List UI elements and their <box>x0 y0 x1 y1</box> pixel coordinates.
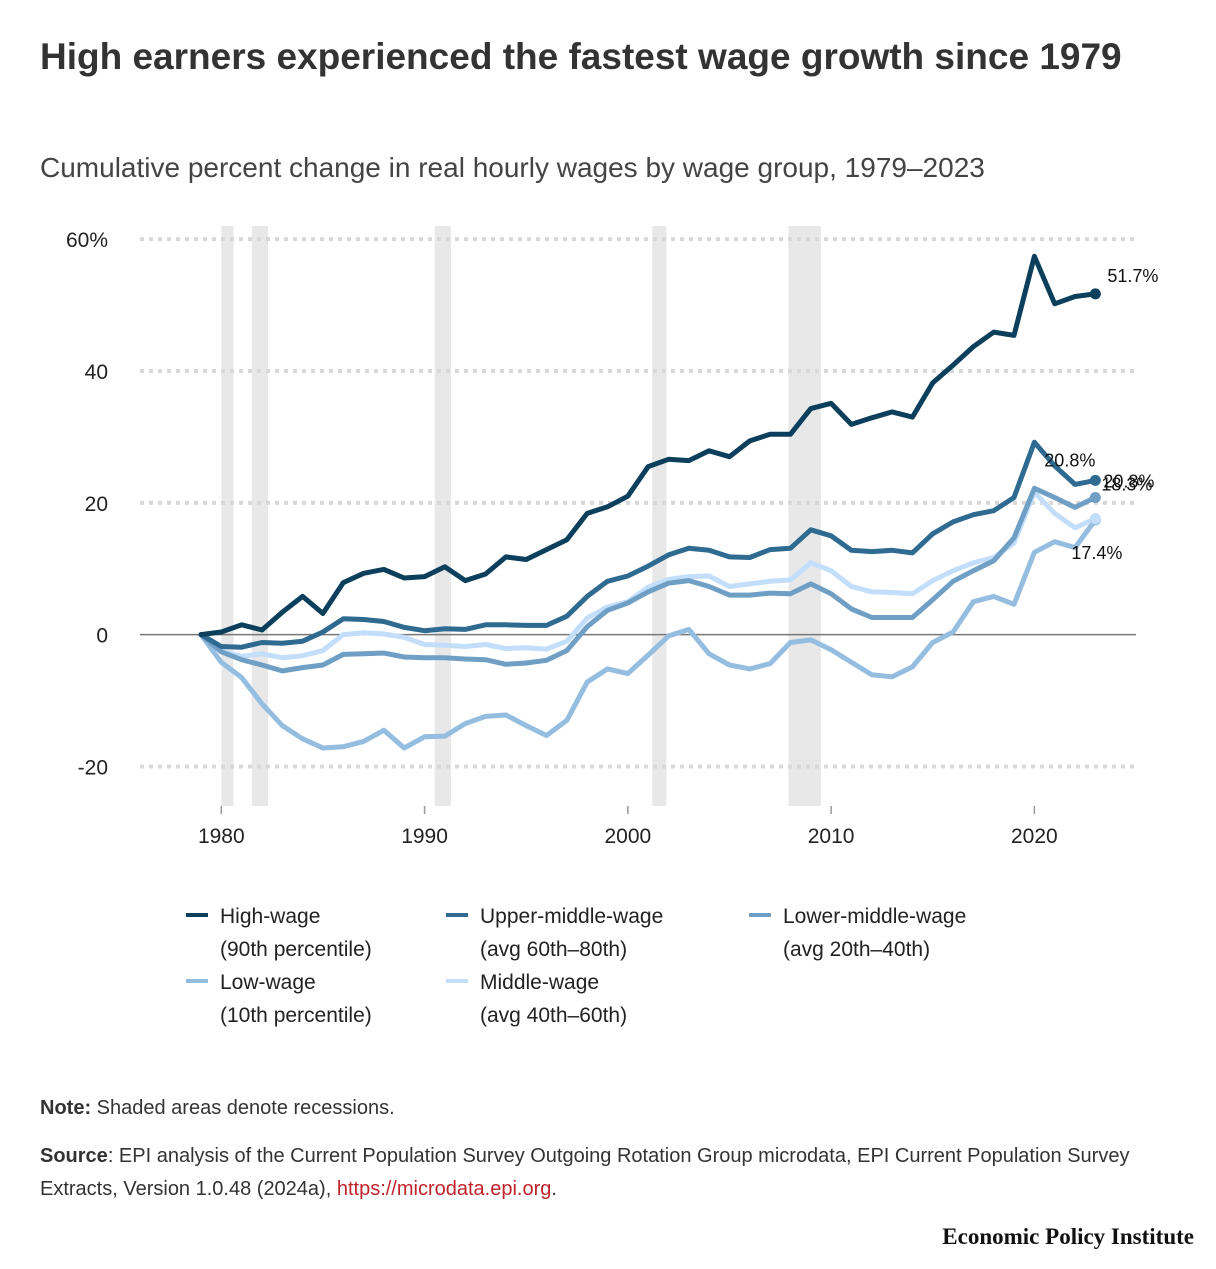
note-label: Note: <box>40 1097 92 1119</box>
legend-sublabel-low-wage: (10th percentile) <box>220 1004 372 1027</box>
legend-item-lower-middle-wage: Lower-middle-wage (avg 20th–40th) <box>749 900 966 966</box>
end-label-high-wage: 51.7% <box>1107 266 1158 286</box>
legend-sublabel-high-wage: (90th percentile) <box>220 938 372 961</box>
end-label-upper-middle-wage: 20.8% <box>1044 450 1095 470</box>
legend-label-upper-middle-wage: Upper-middle-wage <box>480 905 664 928</box>
end-point-lower-middle-wage <box>1089 492 1101 504</box>
legend-swatch-upper-middle-wage <box>446 913 468 917</box>
end-label-upper-middle-wage-value: 20.8% <box>1103 471 1154 491</box>
legend-sublabel-lower-middle-wage: (avg 20th–40th) <box>783 938 931 961</box>
note-text: Shaded areas denote recessions. <box>91 1097 395 1119</box>
recession-band-3 <box>652 226 667 806</box>
y-tick-label: 20 <box>85 493 108 516</box>
series-line-high-wage <box>198 253 1098 638</box>
chart-subtitle: Cumulative percent change in real hourly… <box>40 152 985 183</box>
source-text: : EPI analysis of the Current Population… <box>40 1145 1130 1200</box>
legend-swatch-high-wage <box>186 913 208 917</box>
x-tick-label: 2000 <box>604 825 651 848</box>
end-point-high-wage <box>1089 288 1101 300</box>
recession-band-0 <box>221 226 234 806</box>
y-tick-label: 0 <box>96 625 108 648</box>
source-note: Source: EPI analysis of the Current Popu… <box>40 1140 1190 1206</box>
recession-band-4 <box>788 226 821 806</box>
source-end: . <box>551 1178 557 1200</box>
x-tick-label: 2020 <box>1011 825 1058 848</box>
x-tick-label: 1990 <box>401 825 448 848</box>
legend-label-lower-middle-wage: Lower-middle-wage <box>783 905 967 928</box>
series-line-upper-middle-wage <box>198 439 1098 650</box>
recession-band-2 <box>434 226 451 806</box>
end-point-upper-middle-wage <box>1089 474 1101 486</box>
series-line-lower-middle-wage <box>198 485 1098 674</box>
legend-sublabel-middle-wage: (avg 40th–60th) <box>480 1004 628 1027</box>
legend-swatch-lower-middle-wage <box>749 913 771 917</box>
y-tick-label: 40 <box>85 361 108 384</box>
legend-label-low-wage: Low-wage <box>220 971 316 994</box>
chart-title: High earners experienced the fastest wag… <box>40 36 1122 77</box>
source-label: Source <box>40 1145 108 1167</box>
end-point-middle-wage <box>1089 513 1101 525</box>
series-line-low-wage <box>198 517 1098 751</box>
brand-logo: Economic Policy Institute <box>942 1224 1194 1249</box>
legend-item-upper-middle-wage: Upper-middle-wage (avg 60th–80th) <box>446 900 663 966</box>
x-tick-label: 2010 <box>808 825 855 848</box>
legend-label-middle-wage: Middle-wage <box>480 971 600 994</box>
recession-band-1 <box>251 226 269 806</box>
end-label-low-wage: 17.4% <box>1071 543 1122 563</box>
end-label-lower-middle-wage: 18.3% <box>1101 475 1152 495</box>
legend: High-wage (90th percentile) Upper-middle-… <box>0 890 1216 1040</box>
line-chart: -20 0 20 40 60% 1980 1990 2000 2010 2020 17.4% 18.3… <box>66 226 1158 848</box>
series-line-middle-wage <box>198 489 1098 661</box>
x-tick-label: 1980 <box>198 825 245 848</box>
legend-item-low-wage: Low-wage (10th percentile) <box>186 966 372 1032</box>
y-tick-label: 60% <box>66 229 108 252</box>
y-tick-label: -20 <box>78 756 108 779</box>
legend-item-high-wage: High-wage (90th percentile) <box>186 900 372 966</box>
legend-swatch-low-wage <box>186 979 208 983</box>
legend-item-middle-wage: Middle-wage (avg 40th–60th) <box>446 966 627 1032</box>
legend-swatch-middle-wage <box>446 979 468 983</box>
source-link[interactable]: https://microdata.epi.org <box>336 1178 552 1200</box>
note: Note: Shaded areas denote recessions. <box>40 1097 395 1120</box>
legend-label-high-wage: High-wage <box>220 905 321 928</box>
legend-sublabel-upper-middle-wage: (avg 60th–80th) <box>480 938 628 961</box>
